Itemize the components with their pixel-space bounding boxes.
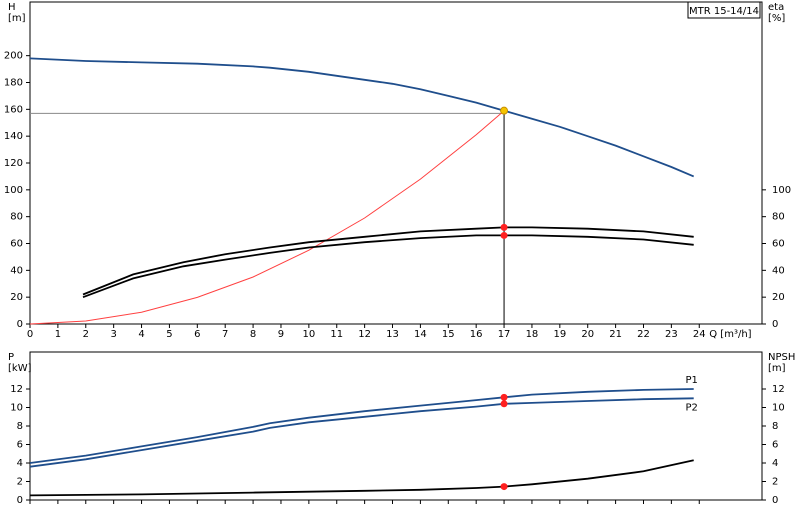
x-tick-label: 23 (665, 329, 678, 340)
x-tick-label: 17 (498, 329, 511, 340)
x-tick-label: 4 (138, 329, 144, 340)
x-tick-label: 22 (637, 329, 650, 340)
y2-tick-label: 6 (772, 440, 778, 451)
y2-tick-label: 4 (772, 458, 778, 469)
y-axis-unit: [m] (8, 13, 26, 24)
y-tick-label: 80 (10, 212, 23, 223)
y-tick-label: 0 (17, 495, 23, 506)
x-tick-label: 9 (278, 329, 284, 340)
x-tick-label: 7 (222, 329, 228, 340)
series-label: P1 (685, 375, 697, 386)
y-tick-label: 60 (10, 239, 23, 250)
x-tick-label: 24 (693, 329, 706, 340)
x-tick-label: 2 (83, 329, 89, 340)
y-axis-label: P (8, 352, 14, 363)
series-line (29, 57, 695, 178)
x-tick-label: 16 (470, 329, 483, 340)
y-tick-label: 10 (10, 403, 23, 414)
y-tick-label: 6 (17, 440, 23, 451)
chart-title: MTR 15-14/14 (689, 6, 759, 17)
y-tick-label: 40 (10, 265, 23, 276)
x-tick-label: 14 (414, 329, 427, 340)
x-tick-label: 1 (55, 329, 61, 340)
y-tick-label: 180 (4, 78, 23, 89)
y-axis-unit: [kW] (8, 363, 32, 374)
y2-tick-label: 10 (772, 403, 785, 414)
x-tick-label: 8 (250, 329, 256, 340)
y2-axis-unit: [m] (768, 363, 786, 374)
x-tick-label: 3 (110, 329, 116, 340)
x-axis-label: Q [m³/h] (709, 329, 751, 340)
operating-point (500, 223, 508, 231)
operating-point (500, 400, 508, 408)
series-line (82, 226, 694, 296)
y2-axis-label: NPSH (768, 352, 795, 363)
y2-tick-label: 0 (772, 495, 778, 506)
series-line (29, 397, 694, 468)
x-tick-label: 6 (194, 329, 200, 340)
x-tick-label: 21 (609, 329, 622, 340)
x-tick-label: 15 (442, 329, 455, 340)
series-line (29, 110, 505, 325)
y2-tick-label: 100 (772, 185, 791, 196)
x-tick-label: 10 (302, 329, 315, 340)
y2-axis-unit: [%] (768, 13, 785, 24)
series-line (29, 388, 694, 464)
y-tick-label: 8 (17, 421, 23, 432)
plot-frame (29, 1, 763, 325)
y2-tick-label: 8 (772, 421, 778, 432)
series-label: P2 (685, 402, 697, 413)
y-tick-label: 140 (4, 131, 23, 142)
y2-axis-label: eta (768, 2, 784, 13)
y-tick-label: 160 (4, 104, 23, 115)
y-tick-label: 0 (17, 319, 23, 330)
x-tick-label: 11 (330, 329, 343, 340)
x-tick-label: 13 (386, 329, 399, 340)
y-tick-label: 2 (17, 477, 23, 488)
y-tick-label: 200 (4, 51, 23, 62)
title-box (687, 1, 761, 19)
y2-tick-label: 40 (772, 265, 785, 276)
y-axis-label: H (8, 2, 16, 13)
operating-point (500, 393, 508, 401)
operating-point (500, 231, 508, 239)
x-tick-label: 18 (526, 329, 539, 340)
y-tick-label: 120 (4, 158, 23, 169)
y-tick-label: 20 (10, 292, 23, 303)
operating-point (500, 106, 509, 115)
y2-tick-label: 20 (772, 292, 785, 303)
y2-tick-label: 60 (772, 239, 785, 250)
y2-tick-label: 12 (772, 384, 785, 395)
y-tick-label: 12 (10, 384, 23, 395)
x-tick-label: 0 (27, 329, 33, 340)
y2-tick-label: 0 (772, 319, 778, 330)
operating-point (500, 483, 508, 491)
y2-tick-label: 80 (772, 212, 785, 223)
x-tick-label: 20 (581, 329, 594, 340)
series-line (82, 234, 694, 299)
y-tick-label: 100 (4, 185, 23, 196)
y2-tick-label: 2 (772, 477, 778, 488)
x-tick-label: 5 (166, 329, 172, 340)
y-tick-label: 4 (17, 458, 23, 469)
series-line (29, 459, 694, 497)
x-tick-label: 12 (358, 329, 371, 340)
plot-frame (29, 351, 763, 501)
x-tick-label: 19 (553, 329, 566, 340)
